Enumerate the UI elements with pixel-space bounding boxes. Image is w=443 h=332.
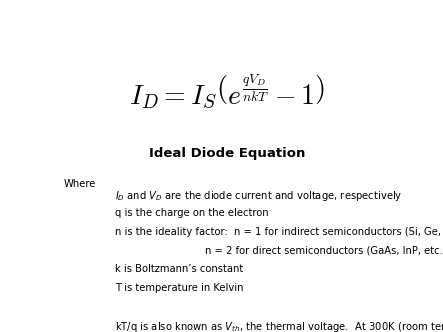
Text: Ideal Diode Equation: Ideal Diode Equation bbox=[149, 147, 305, 160]
Text: T is temperature in Kelvin: T is temperature in Kelvin bbox=[116, 283, 244, 293]
Text: n is the ideality factor:  n = 1 for indirect semiconductors (Si, Ge, etc.): n is the ideality factor: n = 1 for indi… bbox=[116, 227, 443, 237]
Text: k is Boltzmann’s constant: k is Boltzmann’s constant bbox=[116, 264, 244, 274]
Text: $I_D$ and $V_D$ are the diode current and voltage, respectively: $I_D$ and $V_D$ are the diode current an… bbox=[116, 189, 403, 204]
Text: q is the charge on the electron: q is the charge on the electron bbox=[116, 208, 269, 218]
Text: kT/q is also known as $V_{th}$, the thermal voltage.  At 300K (room temperature): kT/q is also known as $V_{th}$, the ther… bbox=[116, 320, 443, 332]
Text: $I_D = I_S\left( e^{\frac{qV_D}{nkT}} - 1 \right)$: $I_D = I_S\left( e^{\frac{qV_D}{nkT}} - … bbox=[129, 73, 325, 111]
Text: n = 2 for direct semiconductors (GaAs, InP, etc.): n = 2 for direct semiconductors (GaAs, I… bbox=[205, 245, 443, 255]
Text: Where: Where bbox=[64, 179, 96, 189]
